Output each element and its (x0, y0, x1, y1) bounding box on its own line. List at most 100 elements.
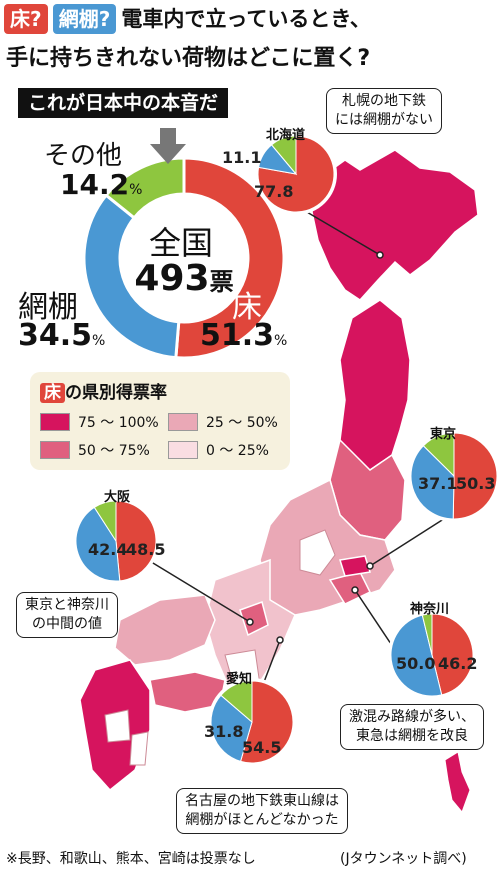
floor-value: 51.3 (200, 318, 275, 353)
map-kumamoto (104, 709, 131, 743)
kanagawa-floor-value: 46.2 (438, 654, 478, 673)
hokkaido-rack-value: 11.1 (222, 148, 262, 167)
center-value-wrap: 493票 (104, 258, 264, 299)
center-label: 全国 (148, 224, 213, 262)
legend-label-2: 50 〜 75% (78, 443, 150, 459)
legend-item-0: 75 〜 100% (40, 412, 159, 432)
title-line-1: 床? 網棚? 電車内で立っているとき、 (4, 4, 371, 34)
pie-3-slice-0 (115, 500, 157, 582)
callout-aichi: 名古屋の地下鉄東山線は 網棚がほとんどなかった (176, 788, 348, 834)
map-tohoku (339, 299, 411, 471)
center-unit: 票 (209, 268, 234, 296)
rack-pct: % (92, 333, 106, 349)
tokyo-rack-value: 37.1 (418, 474, 458, 493)
donut-hole (120, 194, 248, 322)
city-hokkaido: 北海道 (266, 128, 306, 143)
legend-swatch-1 (168, 413, 198, 431)
pie-3-slice-1 (75, 506, 121, 582)
map-osaka (239, 601, 269, 637)
floor-tag: 床? (4, 4, 48, 34)
pie-5-slice-2 (220, 680, 253, 724)
rack-label: 網棚 (18, 290, 78, 325)
legend-title-text: の県別得票率 (65, 383, 167, 403)
pie-4-slice-0 (431, 613, 474, 696)
legend-title-tag: 床 (40, 383, 65, 403)
legend-swatch-3 (168, 441, 198, 459)
connector-tokyo (369, 514, 451, 567)
dot-hokkaido (376, 251, 384, 259)
callout-hokkaido-line-2: には網棚がない (335, 112, 433, 128)
map-miyazaki (129, 731, 149, 766)
city-tokyo: 東京 (430, 427, 457, 442)
dot-osaka (246, 618, 254, 626)
callout-kanagawa-line-1: 激混み路線が多い、 (349, 709, 475, 725)
title-text-2: 手に持ちきれない荷物はどこに置く? (6, 46, 371, 71)
rack-tag: 網棚? (52, 4, 117, 34)
legend-label-3: 0 〜 25% (206, 443, 269, 459)
connector-osaka (147, 559, 251, 623)
callout-osaka-line-2: の中間の値 (32, 616, 102, 632)
callout-kanagawa-line-2: 東急は網棚を改良 (356, 728, 468, 744)
callout-kanagawa: 激混み路線が多い、 東急は網棚を改良 (340, 704, 484, 750)
other-value-wrap: 14.2% (60, 168, 142, 201)
osaka-floor-value: 48.5 (126, 540, 166, 559)
city-osaka: 大阪 (104, 490, 131, 505)
rack-value-wrap: 34.5% (18, 318, 105, 353)
city-aichi: 愛知 (226, 672, 253, 687)
title-text-1: 電車内で立っているとき、 (121, 7, 371, 31)
subtitle-bar: これが日本中の本音だ (18, 88, 229, 118)
map-okinawa (444, 751, 471, 813)
other-label: その他 (44, 141, 123, 171)
footnote: ※長野、和歌山、熊本、宮崎は投票なし (6, 851, 256, 867)
connector-lines (147, 207, 451, 746)
floor-pct: % (274, 333, 288, 349)
callout-hokkaido: 札幌の地下鉄 には網棚がない (326, 88, 442, 134)
aichi-rack-value: 31.8 (204, 722, 244, 741)
pie-0-slice-1 (82, 193, 181, 360)
pie-2-slice-2 (422, 432, 455, 478)
hokkaido-floor-value: 77.8 (254, 182, 294, 201)
legend-item-1: 25 〜 50% (168, 412, 278, 432)
legend-title: 床の県別得票率 (40, 378, 167, 403)
floor-label: 床 (232, 290, 262, 325)
connector-hokkaido (299, 207, 381, 256)
floor-value-wrap: 51.3% (200, 318, 287, 353)
legend-label-0: 75 〜 100% (78, 415, 159, 431)
callout-aichi-line-1: 名古屋の地下鉄東山線は (185, 793, 339, 809)
other-pct: % (129, 182, 143, 198)
pie-2-slice-1 (410, 445, 455, 520)
rack-value: 34.5 (18, 318, 93, 353)
legend-item-2: 50 〜 75% (40, 440, 150, 460)
pie-1-slice-2 (270, 135, 297, 176)
dot-tokyo (366, 562, 374, 570)
center-value: 493 (134, 258, 210, 299)
map-tokyo (339, 555, 371, 577)
other-value: 14.2 (60, 168, 130, 201)
map-chugoku (114, 594, 216, 666)
legend-item-3: 0 〜 25% (168, 440, 269, 460)
pie-charts (73, 133, 500, 766)
connector-kanagawa (354, 589, 396, 651)
aichi-floor-value: 54.5 (242, 738, 282, 757)
tokyo-floor-value: 50.3 (456, 474, 496, 493)
callout-hokkaido-line-1: 札幌の地下鉄 (342, 93, 426, 109)
pie-2-slice-0 (452, 432, 498, 520)
callout-osaka-line-1: 東京と神奈川 (25, 597, 109, 613)
callout-osaka: 東京と神奈川 の中間の値 (16, 592, 118, 638)
pie-4-slice-1 (390, 614, 443, 697)
legend-swatch-2 (40, 441, 70, 459)
legend-swatch-0 (40, 413, 70, 431)
legend: 床の県別得票率 75 〜 100% 25 〜 50% 50 〜 75% 0 〜 … (30, 372, 290, 470)
map-nagano (299, 529, 336, 576)
city-kanagawa: 神奈川 (410, 602, 450, 617)
kanagawa-rack-value: 50.0 (396, 654, 436, 673)
pie-3-slice-2 (93, 500, 117, 543)
map-hokkaido (311, 149, 479, 301)
osaka-rack-value: 42.4 (88, 540, 128, 559)
callout-aichi-line-2: 網棚がほとんどなかった (185, 812, 339, 828)
source-note: (Jタウンネット調べ) (340, 851, 467, 867)
down-arrow-icon (150, 128, 186, 164)
pie-5-slice-1 (210, 694, 253, 762)
dot-aichi (276, 636, 284, 644)
